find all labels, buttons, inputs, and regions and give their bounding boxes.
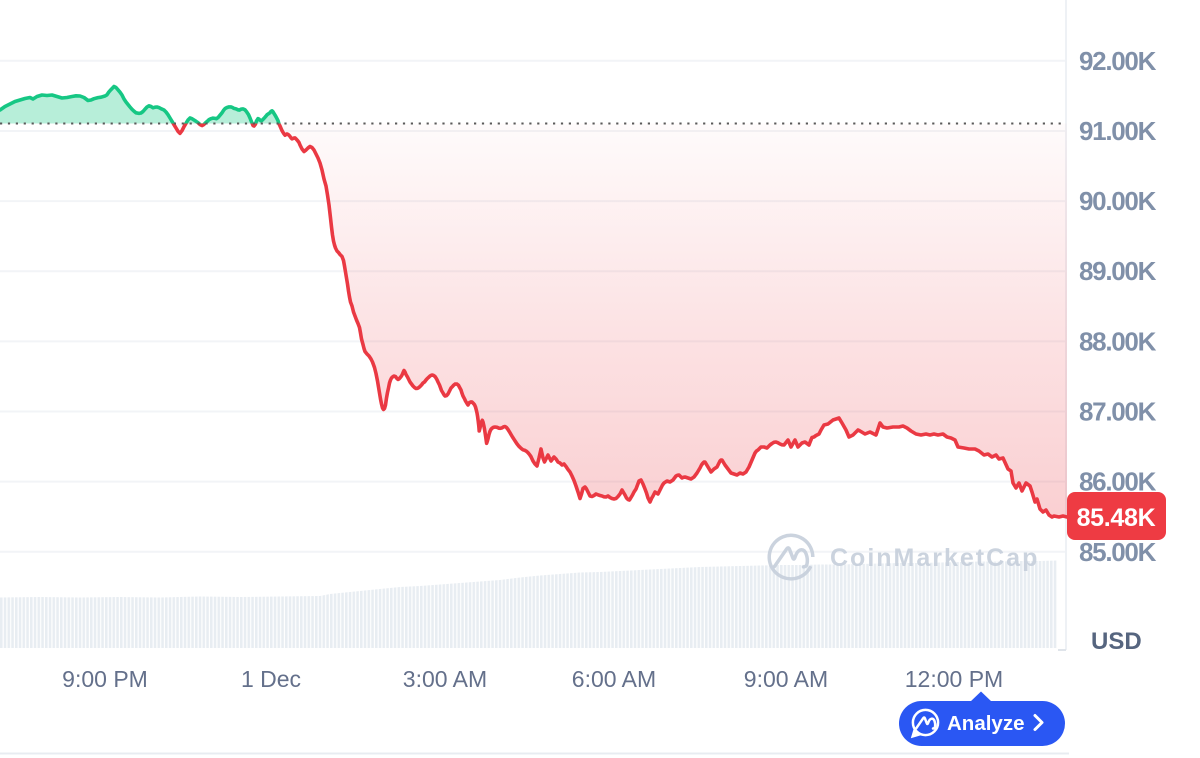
svg-text:85.00K: 85.00K bbox=[1079, 537, 1157, 567]
svg-text:91.00K: 91.00K bbox=[1079, 116, 1157, 146]
svg-text:1 Dec: 1 Dec bbox=[241, 666, 301, 692]
svg-text:12:00 PM: 12:00 PM bbox=[905, 666, 1003, 692]
svg-text:90.00K: 90.00K bbox=[1079, 186, 1157, 216]
svg-text:9:00 AM: 9:00 AM bbox=[744, 666, 828, 692]
svg-text:3:00 AM: 3:00 AM bbox=[403, 666, 487, 692]
svg-text:86.00K: 86.00K bbox=[1079, 467, 1157, 497]
svg-text:USD: USD bbox=[1091, 628, 1142, 655]
svg-text:85.48K: 85.48K bbox=[1077, 504, 1156, 532]
svg-text:87.00K: 87.00K bbox=[1079, 397, 1157, 427]
svg-text:6:00 AM: 6:00 AM bbox=[572, 666, 656, 692]
svg-text:88.00K: 88.00K bbox=[1079, 326, 1157, 356]
svg-text:9:00 PM: 9:00 PM bbox=[62, 666, 148, 692]
svg-text:Analyze: Analyze bbox=[947, 712, 1024, 735]
svg-text:CoinMarketCap: CoinMarketCap bbox=[830, 544, 1039, 572]
svg-text:89.00K: 89.00K bbox=[1079, 256, 1157, 286]
svg-text:92.00K: 92.00K bbox=[1079, 46, 1157, 76]
